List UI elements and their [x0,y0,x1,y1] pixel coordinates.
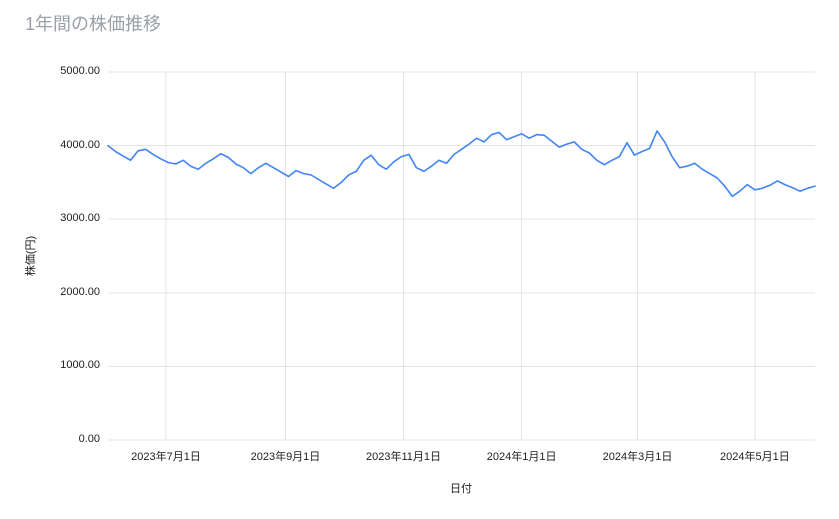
y-tick-label: 3000.00 [60,212,100,225]
chart-title: 1年間の株価推移 [25,14,162,34]
y-tick-label: 5000.00 [60,65,100,77]
x-tick-label: 2024年1月1日 [486,451,557,463]
y-axis-title: 株価(円) [25,235,37,277]
x-tick-label: 2023年11月1日 [366,451,442,463]
plot-area [107,71,816,441]
y-tick-label: 0.00 [78,433,100,445]
x-tick-label: 2024年3月1日 [602,451,673,463]
x-tick-label: 2023年7月1日 [131,451,201,463]
x-tick-label: 2023年9月1日 [250,451,321,463]
y-tick-label: 1000.00 [60,359,100,372]
y-tick-label: 4000.00 [60,138,100,151]
x-tick-label: 2024年5月1日 [720,451,790,463]
price-line-series [107,130,816,198]
y-tick-label: 2000.00 [60,285,100,298]
x-axis-title: 日付 [450,483,472,495]
